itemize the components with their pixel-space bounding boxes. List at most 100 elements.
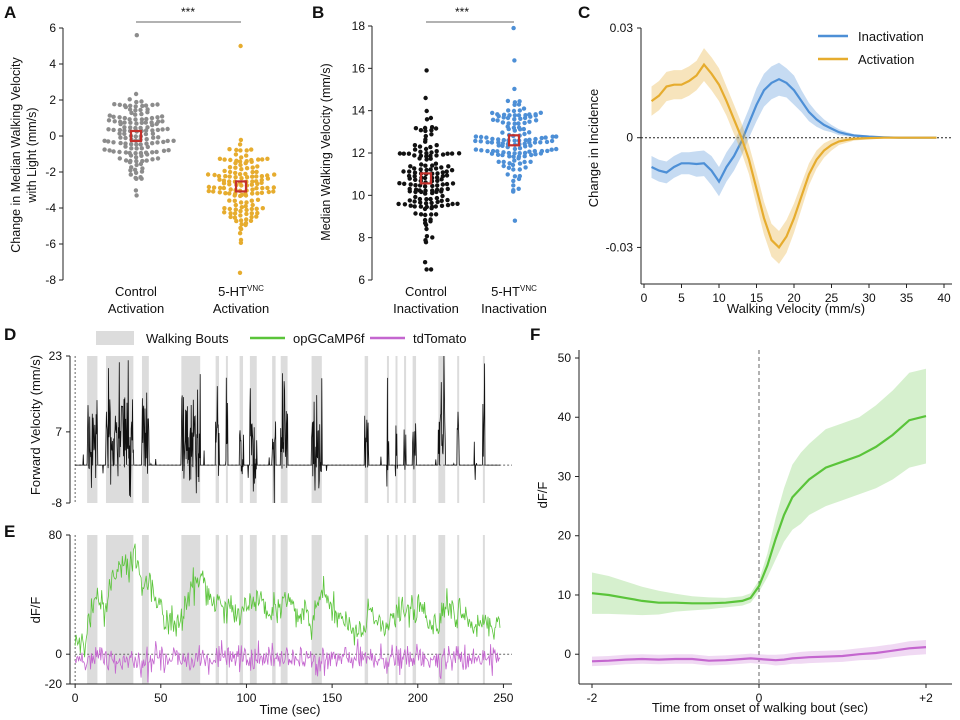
data-point (133, 134, 138, 139)
data-point (134, 193, 139, 198)
panel-label-e: E (4, 522, 15, 541)
data-point (250, 179, 255, 184)
data-point (545, 148, 550, 154)
data-point (250, 169, 255, 175)
data-point (239, 205, 244, 210)
data-point (444, 169, 449, 174)
data-point (239, 167, 244, 172)
data-point (449, 151, 455, 156)
legend-inactivation-label: Inactivation (858, 29, 924, 44)
walking-bout (141, 535, 149, 684)
y-tick-label: 80 (49, 528, 63, 542)
data-point (144, 137, 149, 142)
data-point (544, 139, 550, 145)
panel-b-chart: Median Walking Velocity (mm/s) *** Contr… (319, 5, 559, 316)
data-point (401, 151, 406, 156)
data-point (550, 134, 555, 139)
data-point (450, 201, 455, 207)
data-point (243, 191, 248, 197)
data-point (239, 176, 244, 181)
data-point (496, 137, 501, 142)
data-point (265, 156, 270, 161)
data-point (255, 191, 260, 196)
panel-c-xlabel: Walking Velocity (mm/s) (727, 301, 865, 316)
data-point (422, 125, 428, 131)
data-point (533, 112, 538, 117)
x-tick-label: 0 (756, 691, 763, 705)
data-point (512, 146, 518, 152)
data-point (138, 125, 143, 131)
data-point (418, 167, 423, 172)
data-point (412, 170, 418, 175)
data-point (543, 135, 548, 140)
data-point (238, 137, 244, 143)
data-point (539, 148, 545, 154)
data-point (428, 217, 433, 222)
gcamp-trace (74, 543, 501, 658)
data-point (249, 214, 254, 220)
series-line (650, 62, 937, 250)
data-point (434, 143, 439, 148)
x-tick-label: 250 (493, 691, 513, 705)
y-tick-label: 6 (49, 21, 56, 35)
data-point (412, 166, 417, 171)
data-point (412, 147, 418, 152)
data-point (232, 198, 237, 203)
data-point (228, 211, 233, 216)
y-tick-label: 20 (558, 529, 572, 543)
data-point (227, 198, 232, 203)
y-tick-label: 4 (49, 57, 56, 71)
data-point (149, 120, 154, 125)
data-point (234, 218, 239, 224)
data-point (401, 169, 406, 174)
data-point (227, 191, 232, 196)
data-point (150, 131, 156, 136)
data-point (127, 150, 132, 156)
data-point (517, 151, 522, 156)
data-point (243, 171, 248, 177)
data-point (150, 150, 155, 155)
data-point (527, 137, 532, 142)
data-point (528, 159, 533, 164)
data-point (523, 113, 528, 118)
data-point (522, 150, 528, 156)
data-point (406, 173, 412, 179)
data-point (529, 152, 534, 158)
series-band (651, 48, 937, 264)
data-point (260, 157, 265, 162)
data-point (271, 185, 276, 190)
data-point (238, 208, 243, 214)
data-point (418, 149, 423, 154)
data-point (532, 140, 538, 145)
data-point (140, 166, 145, 171)
data-point (419, 162, 424, 167)
x-tick-label: 20 (787, 291, 801, 305)
x-tick-label: 100 (236, 691, 256, 705)
data-point (217, 177, 222, 182)
data-point (495, 149, 500, 154)
data-point (501, 150, 506, 155)
data-point (490, 148, 496, 154)
data-point (429, 212, 434, 217)
data-point (511, 154, 516, 159)
y-tick-label: 40 (558, 410, 572, 424)
data-point (489, 140, 495, 145)
data-point (428, 267, 434, 272)
data-point (505, 98, 511, 104)
data-point (265, 185, 270, 191)
data-point (138, 150, 144, 156)
data-point (423, 188, 428, 193)
data-point (495, 152, 501, 157)
data-point (412, 204, 417, 209)
data-point (445, 202, 451, 208)
series-line (651, 77, 937, 184)
data-point (244, 166, 250, 171)
walking-bout (311, 535, 322, 684)
data-point (244, 175, 250, 180)
data-point (222, 168, 227, 174)
data-point (239, 155, 244, 160)
data-point (473, 138, 478, 144)
data-point (512, 58, 517, 63)
y-tick-label: 16 (352, 61, 366, 75)
walking-bout (404, 356, 407, 503)
